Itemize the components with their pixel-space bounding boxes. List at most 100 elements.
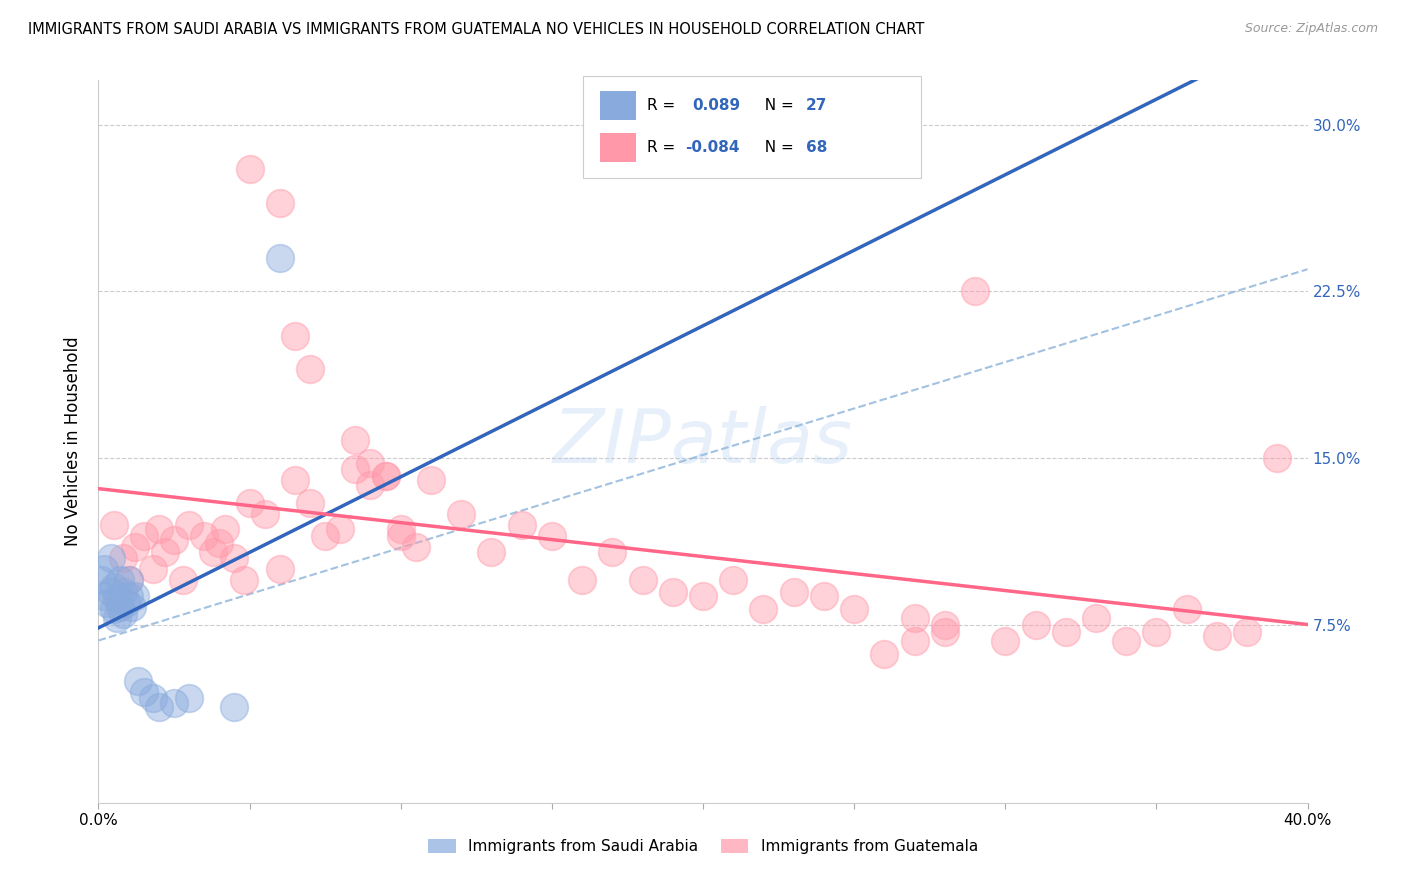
Point — [329, 522, 352, 536]
Legend: Immigrants from Saudi Arabia, Immigrants from Guatemala: Immigrants from Saudi Arabia, Immigrants… — [422, 833, 984, 860]
Point — [540, 529, 562, 543]
Point — [269, 562, 291, 576]
Point — [124, 540, 146, 554]
Point — [127, 673, 149, 688]
Point — [121, 600, 143, 615]
Point — [142, 562, 165, 576]
Point — [111, 584, 134, 599]
Point — [224, 700, 246, 714]
Point — [904, 611, 927, 625]
Point — [111, 607, 134, 621]
Point — [1144, 624, 1167, 639]
Point — [124, 589, 146, 603]
Point — [314, 529, 336, 543]
Point — [344, 462, 367, 476]
Point — [374, 469, 396, 483]
Point — [934, 618, 956, 632]
Point — [202, 544, 225, 558]
Text: R =: R = — [647, 140, 681, 154]
Text: 27: 27 — [806, 98, 827, 112]
Point — [1024, 618, 1046, 632]
Point — [299, 362, 322, 376]
Point — [1267, 451, 1289, 466]
Point — [96, 596, 118, 610]
Point — [1115, 633, 1137, 648]
Text: N =: N = — [755, 98, 799, 112]
Point — [103, 580, 125, 594]
Point — [163, 533, 186, 548]
Point — [148, 700, 170, 714]
Point — [232, 574, 254, 588]
Point — [450, 507, 472, 521]
Point — [873, 647, 896, 661]
Point — [1236, 624, 1258, 639]
Point — [631, 574, 654, 588]
Point — [118, 589, 141, 603]
Point — [93, 562, 115, 576]
Point — [163, 696, 186, 710]
Point — [93, 589, 115, 603]
Point — [179, 691, 201, 706]
Point — [965, 285, 987, 299]
Point — [661, 584, 683, 599]
Point — [208, 535, 231, 549]
Text: Source: ZipAtlas.com: Source: ZipAtlas.com — [1244, 22, 1378, 36]
Point — [90, 574, 112, 588]
Point — [269, 251, 291, 265]
Point — [994, 633, 1017, 648]
Point — [100, 551, 122, 566]
Point — [510, 517, 533, 532]
Point — [420, 474, 443, 488]
Point — [783, 584, 806, 599]
Point — [148, 522, 170, 536]
Point — [360, 456, 382, 470]
Point — [1085, 611, 1108, 625]
Point — [179, 517, 201, 532]
Point — [269, 195, 291, 210]
Point — [118, 574, 141, 588]
Point — [752, 602, 775, 616]
Point — [103, 602, 125, 616]
Text: N =: N = — [755, 140, 799, 154]
Point — [389, 522, 412, 536]
Point — [813, 589, 835, 603]
Point — [253, 507, 276, 521]
Point — [132, 684, 155, 698]
Point — [692, 589, 714, 603]
Text: 68: 68 — [806, 140, 827, 154]
Point — [344, 434, 367, 448]
Point — [239, 162, 262, 177]
Point — [103, 517, 125, 532]
Point — [481, 544, 503, 558]
Point — [118, 574, 141, 588]
Point — [142, 691, 165, 706]
Point — [934, 624, 956, 639]
Point — [224, 551, 246, 566]
Point — [1206, 629, 1229, 643]
Point — [153, 544, 176, 558]
Point — [844, 602, 866, 616]
Y-axis label: No Vehicles in Household: No Vehicles in Household — [65, 336, 83, 547]
Point — [602, 544, 624, 558]
Point — [284, 329, 307, 343]
Point — [108, 600, 131, 615]
Point — [239, 496, 262, 510]
Point — [360, 478, 382, 492]
Text: ZIPatlas: ZIPatlas — [553, 406, 853, 477]
Point — [299, 496, 322, 510]
Text: 0.089: 0.089 — [692, 98, 740, 112]
Point — [374, 469, 396, 483]
Text: IMMIGRANTS FROM SAUDI ARABIA VS IMMIGRANTS FROM GUATEMALA NO VEHICLES IN HOUSEHO: IMMIGRANTS FROM SAUDI ARABIA VS IMMIGRAN… — [28, 22, 925, 37]
Point — [105, 591, 128, 606]
Point — [571, 574, 593, 588]
Point — [389, 529, 412, 543]
Point — [904, 633, 927, 648]
Text: -0.084: -0.084 — [685, 140, 740, 154]
Point — [105, 611, 128, 625]
Point — [1175, 602, 1198, 616]
Point — [284, 474, 307, 488]
Point — [111, 551, 134, 566]
Point — [214, 522, 236, 536]
Point — [114, 596, 136, 610]
Point — [1054, 624, 1077, 639]
